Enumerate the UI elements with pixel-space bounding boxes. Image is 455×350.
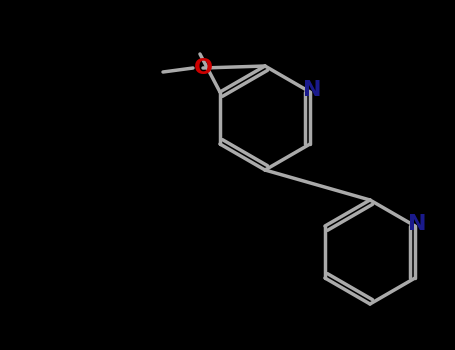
Text: O: O bbox=[193, 58, 212, 78]
Text: N: N bbox=[303, 80, 321, 100]
Text: N: N bbox=[408, 214, 426, 234]
